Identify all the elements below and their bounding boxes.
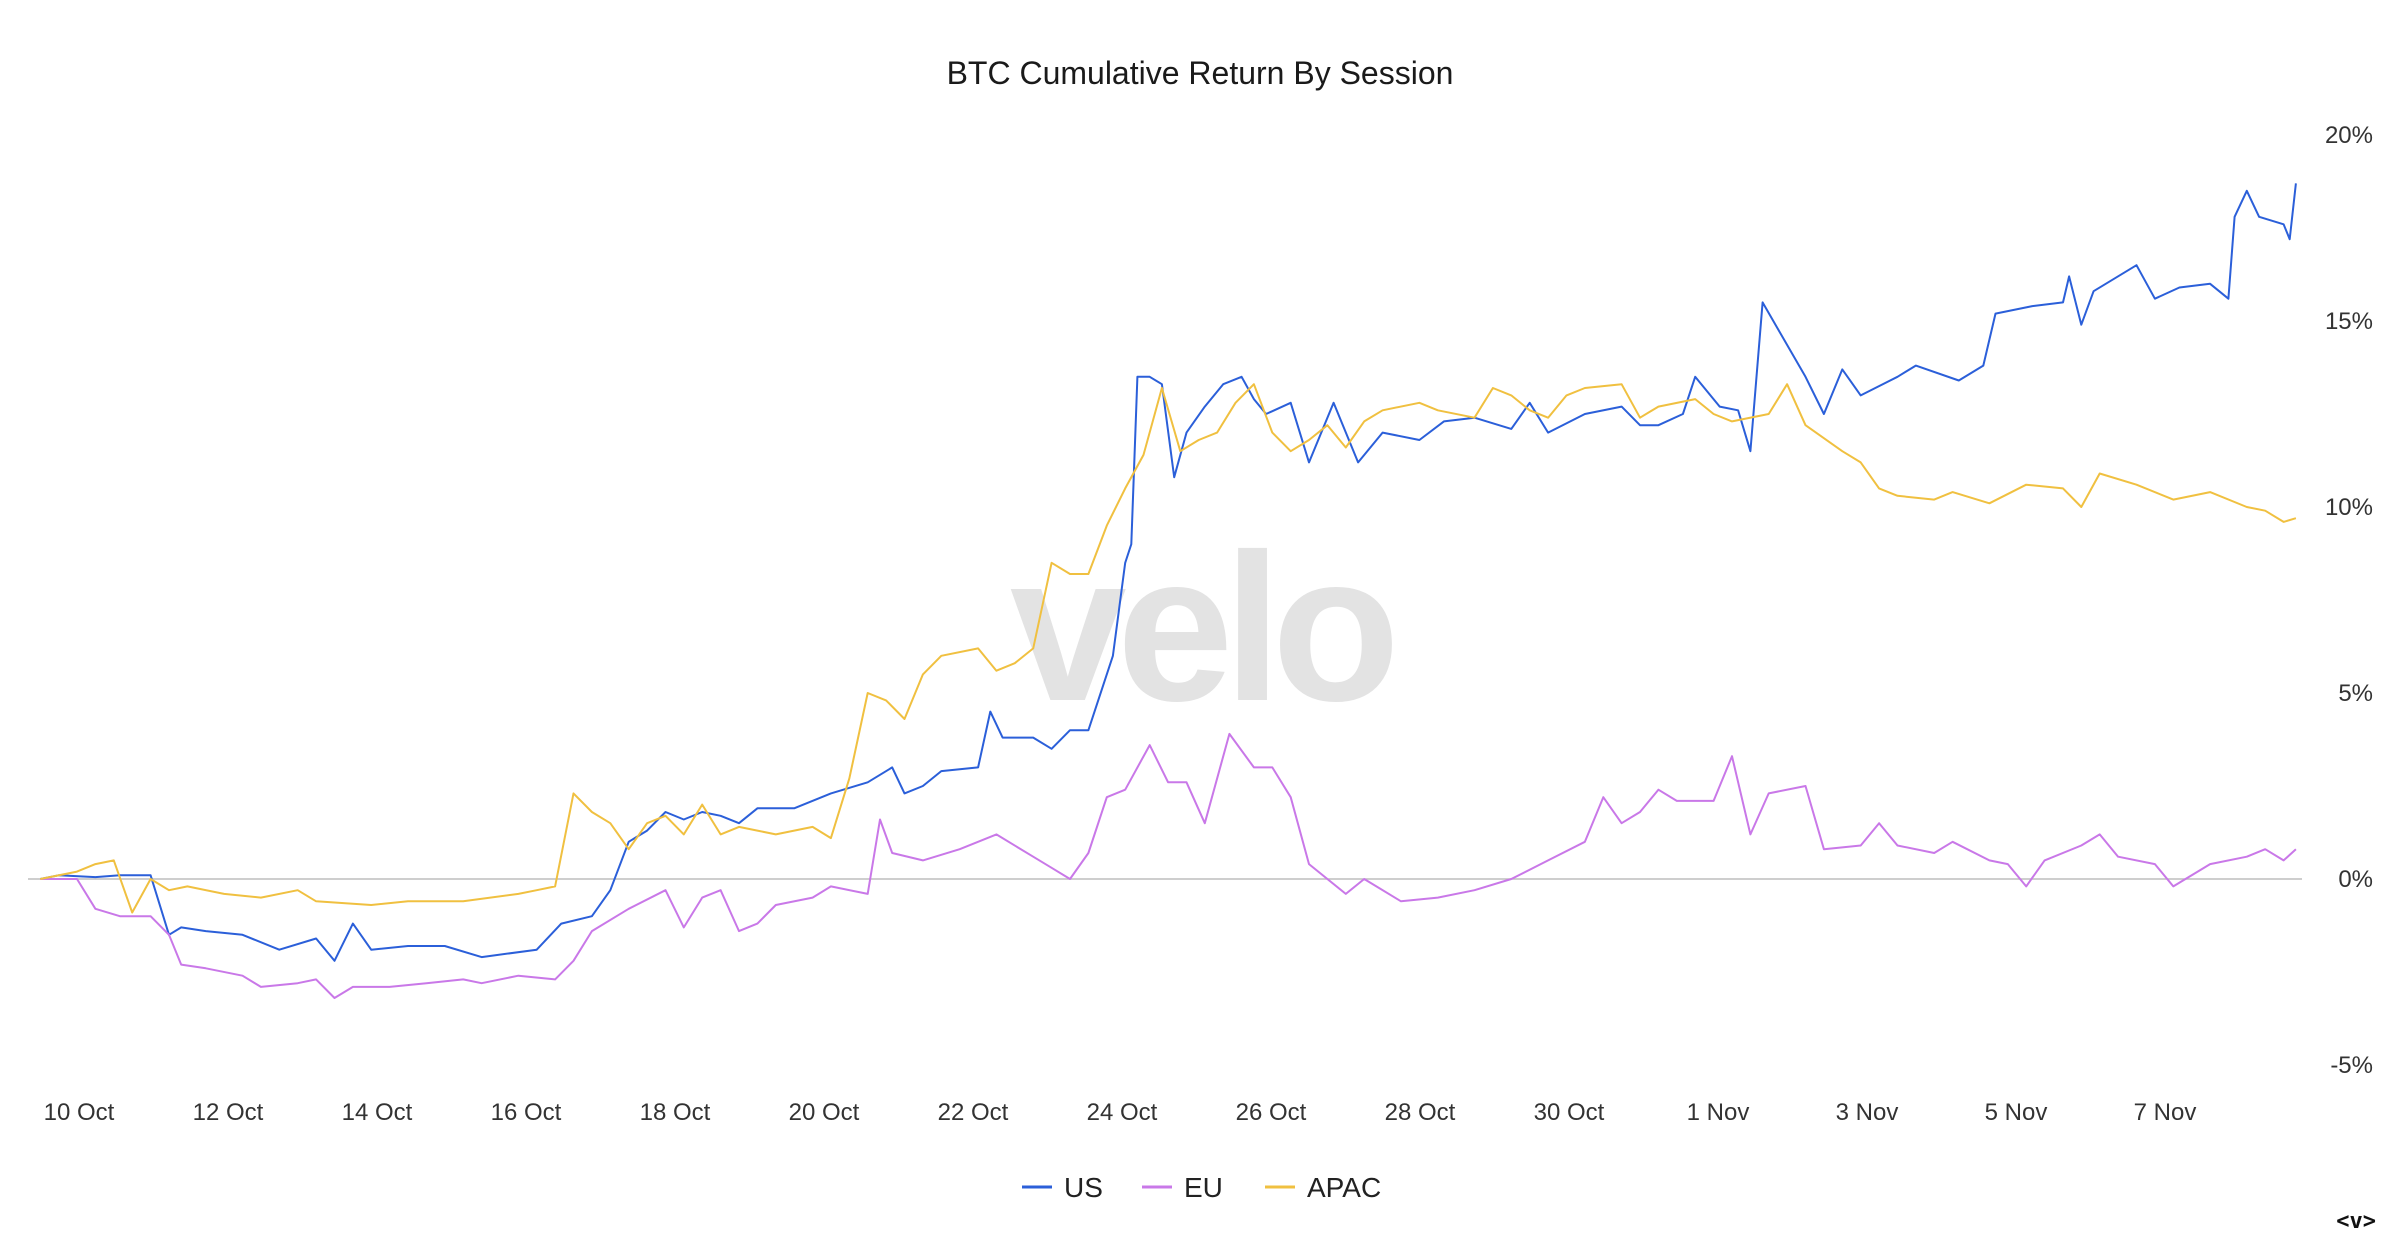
y-tick-label: -5% — [2330, 1052, 2373, 1079]
legend-label-apac: APAC — [1307, 1172, 1381, 1203]
y-tick-label: 15% — [2325, 308, 2373, 335]
series-line-apac[interactable] — [40, 383, 2297, 914]
y-tick-label: 10% — [2325, 494, 2373, 521]
legend-label-us: US — [1064, 1172, 1103, 1203]
x-tick-label: 28 Oct — [1385, 1099, 1456, 1126]
legend-label-eu: EU — [1184, 1172, 1223, 1203]
chart-title: BTC Cumulative Return By Session — [947, 55, 1454, 91]
y-tick-label: 20% — [2325, 122, 2373, 149]
series-layer — [40, 183, 2297, 999]
x-tick-label: 10 Oct — [44, 1099, 115, 1126]
x-tick-label: 1 Nov — [1687, 1099, 1750, 1126]
y-tick-label: 5% — [2338, 680, 2373, 707]
legend-item-us[interactable]: US — [1022, 1172, 1103, 1203]
series-line-eu[interactable] — [40, 732, 2297, 999]
x-tick-label: 30 Oct — [1534, 1099, 1605, 1126]
x-tick-label: 12 Oct — [193, 1099, 264, 1126]
x-tick-label: 3 Nov — [1836, 1099, 1899, 1126]
x-tick-label: 22 Oct — [938, 1099, 1009, 1126]
y-axis: 20% 15% 10% 5% 0% -5% — [2325, 122, 2373, 1079]
x-tick-label: 26 Oct — [1236, 1099, 1307, 1126]
x-tick-label: 16 Oct — [491, 1099, 562, 1126]
x-tick-label: 20 Oct — [789, 1099, 860, 1126]
embed-badge[interactable]: <v> — [2336, 1209, 2376, 1234]
legend-item-eu[interactable]: EU — [1142, 1172, 1223, 1203]
x-tick-label: 14 Oct — [342, 1099, 413, 1126]
x-tick-label: 24 Oct — [1087, 1099, 1158, 1126]
x-axis: 10 Oct 12 Oct 14 Oct 16 Oct 18 Oct 20 Oct 22 O… — [44, 1099, 2197, 1126]
y-tick-label: 0% — [2338, 866, 2373, 893]
velo-watermark: velo — [1010, 510, 1393, 745]
legend[interactable]: US EU APAC — [1022, 1172, 1381, 1203]
series-line-us[interactable] — [40, 183, 2297, 962]
x-tick-label: 7 Nov — [2134, 1099, 2197, 1126]
x-tick-label: 18 Oct — [640, 1099, 711, 1126]
legend-item-apac[interactable]: APAC — [1265, 1172, 1381, 1203]
x-tick-label: 5 Nov — [1985, 1099, 2048, 1126]
